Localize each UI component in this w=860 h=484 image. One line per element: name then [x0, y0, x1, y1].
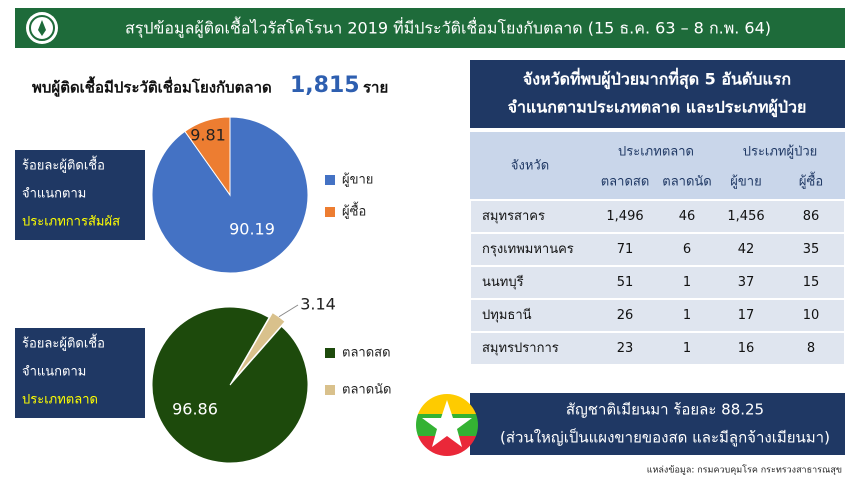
- logo-mark: [38, 20, 46, 36]
- table-cell: 1: [683, 341, 691, 356]
- table-cell: 46: [679, 209, 696, 224]
- header-title: สรุปข้อมูลผู้ติดเชื้อไวรัสโคโรนา 2019 ที…: [125, 17, 771, 39]
- legend-label: ผู้ซื้อ: [342, 202, 366, 220]
- legend-label: ผู้ขาย: [342, 173, 373, 188]
- table-cell: นนทบุรี: [482, 274, 524, 290]
- table-column-header: ผู้ซื้อ: [799, 172, 823, 190]
- table-cell: 71: [617, 242, 634, 257]
- label-box-line: ร้อยละผู้ติดเชื้อ: [22, 334, 105, 352]
- table-row-bg: [469, 298, 846, 333]
- table-cell: 51: [617, 275, 634, 290]
- table-cell: 37: [738, 275, 755, 290]
- data-label: 9.81: [190, 126, 226, 145]
- label-box: [15, 328, 145, 418]
- summary-count: 1,815: [290, 73, 360, 98]
- label-box-line: ประเภทตลาด: [22, 393, 98, 408]
- table-cell: 1: [683, 275, 691, 290]
- table-cell: 42: [738, 242, 755, 257]
- table-column-header: ตลาดนัด: [662, 175, 711, 190]
- table-group-header: ประเภทผู้ป่วย: [743, 145, 818, 160]
- table-header-bg: [470, 132, 845, 200]
- logo-ring: [29, 15, 55, 41]
- pie-slice: [233, 311, 286, 381]
- table-cell: 1,456: [727, 209, 764, 224]
- table-title-line: จำแนกตามประเภทตลาด และประเภทผู้ป่วย: [508, 98, 807, 119]
- table-title-box: [470, 60, 845, 128]
- table-row-bg: [469, 199, 846, 234]
- table-cell: สมุทรสาคร: [482, 209, 545, 224]
- banner-line: (ส่วนใหญ่เป็นแผงขายของสด และมีลูกจ้างเมี…: [500, 428, 830, 447]
- table-cell: 17: [738, 308, 755, 323]
- table-cell: 26: [617, 308, 634, 323]
- flag-star: [422, 400, 472, 447]
- source: แหล่งข้อมูล: กรมควบคุมโรค กระทรวงสาธารณส…: [647, 465, 842, 476]
- label-box-line: ประเภทการสัมผัส: [22, 215, 120, 230]
- table-header: จังหวัด: [511, 159, 549, 174]
- data-label: 3.14: [300, 295, 336, 314]
- table-cell: 6: [683, 242, 691, 257]
- table-title-line: จังหวัดที่พบผู้ป่วยมากที่สุด 5 อันดับแรก: [523, 68, 791, 91]
- table-group-header: ประเภทตลาด: [618, 145, 694, 160]
- label-box-line: จำแนกตาม: [22, 187, 86, 202]
- pie-slice: [184, 116, 231, 197]
- summary-text: พบผู้ติดเชื้อมีประวัติเชื่อมโยงกับตลาด: [32, 76, 272, 98]
- data-label: 96.86: [172, 400, 218, 419]
- legend-swatch: [325, 207, 335, 217]
- table-cell: 15: [803, 275, 820, 290]
- table-column-header: ตลาดสด: [601, 175, 650, 190]
- legend-label: ตลาดสด: [342, 346, 391, 361]
- table-cell: 86: [803, 209, 820, 224]
- table-row-bg: [469, 265, 846, 300]
- table-cell: สมุทรปราการ: [482, 341, 559, 356]
- table-row-bg: [469, 331, 846, 366]
- leader-line: [278, 304, 299, 318]
- table-column-header: ผู้ขาย: [730, 175, 761, 190]
- flag-stripe: [416, 436, 478, 456]
- table-row-bg: [469, 232, 846, 267]
- legend-label: ตลาดนัด: [342, 383, 391, 398]
- table-cell: 1: [683, 308, 691, 323]
- pie-slice: [151, 306, 309, 464]
- table-cell: 10: [803, 308, 820, 323]
- table-cell: 23: [617, 341, 634, 356]
- banner-line: สัญชาติเมียนมา ร้อยละ 88.25: [566, 401, 764, 419]
- banner-box: [470, 393, 845, 455]
- legend-swatch: [325, 348, 335, 358]
- label-box-line: ร้อยละผู้ติดเชื้อ: [22, 156, 105, 174]
- legend-swatch: [325, 385, 335, 395]
- table-cell: 1,496: [606, 209, 643, 224]
- summary-unit: ราย: [363, 79, 388, 97]
- label-box: [15, 150, 145, 240]
- label-box-line: จำแนกตาม: [22, 365, 86, 380]
- table-cell: 8: [807, 341, 815, 356]
- table-cell: 16: [738, 341, 755, 356]
- table-cell: 35: [803, 242, 820, 257]
- header-bar: [15, 8, 845, 48]
- myanmar-flag: [416, 394, 478, 456]
- table-cell: กรุงเทพมหานคร: [482, 242, 574, 257]
- table-cell: ปทุมธานี: [482, 307, 532, 323]
- legend-swatch: [325, 175, 335, 185]
- data-label: 90.19: [229, 220, 275, 239]
